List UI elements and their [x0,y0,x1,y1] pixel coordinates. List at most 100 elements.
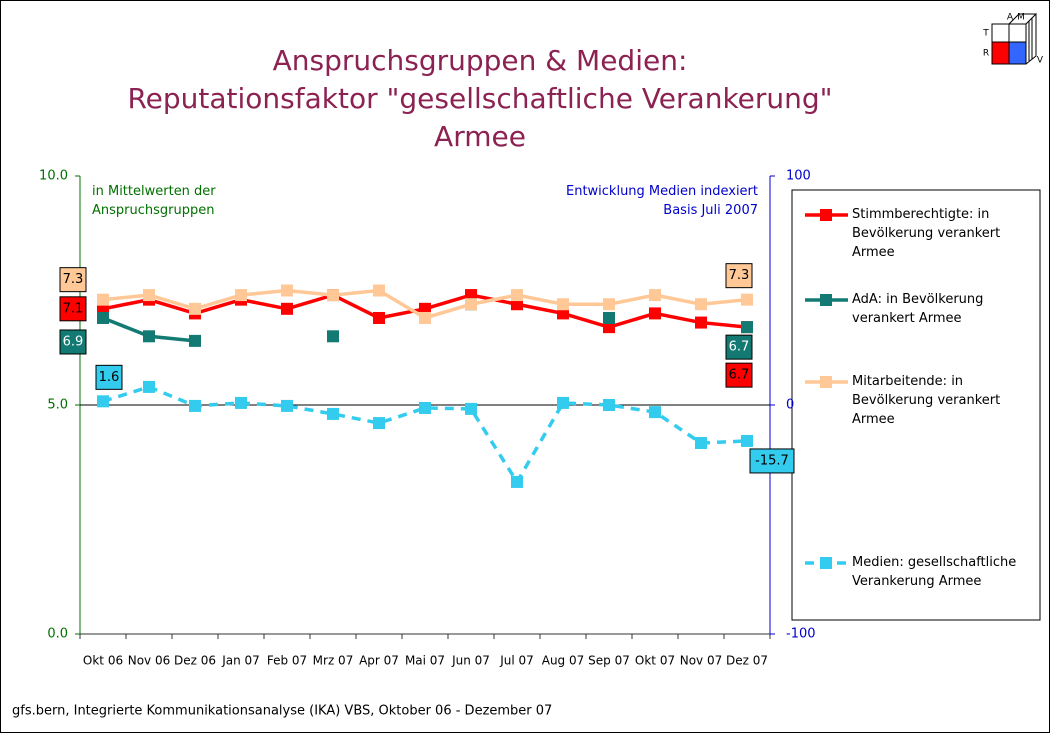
marker [327,330,339,343]
data-label: 1.6 [99,370,120,385]
marker [603,321,615,334]
data-label-box [725,334,753,360]
marker [695,437,707,450]
data-label-box [59,329,87,355]
marker [511,289,523,302]
marker [281,399,293,412]
x-tick-label: Okt 06 [83,654,123,668]
marker [695,298,707,311]
data-label-box [749,448,795,474]
marker [373,417,385,430]
logo [991,12,1037,65]
marker [511,475,523,488]
marker [97,293,109,306]
chart-title: Armee [434,120,526,153]
marker [235,396,247,409]
marker [603,298,615,311]
marker [741,321,753,334]
marker [143,380,155,393]
marker [373,311,385,324]
data-label: -15.7 [755,453,789,468]
data-label-box [95,364,123,390]
marker [327,407,339,420]
x-tick-label: Dez 07 [726,654,768,668]
logo-letter: T [982,29,989,39]
legend-label: Stimmberechtigte: in Bevölkerung veranke… [852,207,1001,260]
marker [327,289,339,302]
legend-marker [820,376,832,388]
marker [741,434,753,447]
marker [97,311,109,324]
marker [419,401,431,414]
marker [603,399,615,411]
data-label: 7.1 [63,301,84,316]
footer: gfs.bern, Integrierte Kommunikationsanal… [12,704,552,719]
marker [143,330,155,343]
legend-label: Medien: gesellschaftliche Verankerung Ar… [852,555,1017,589]
data-label-box [59,267,87,293]
marker [281,302,293,315]
marker [97,302,109,315]
x-tick-label: Jul 07 [499,654,534,668]
legend-label-box: AdA: in Bevölkerung verankert Armee [852,292,984,326]
marker [465,289,477,302]
x-tick-label: Jun 07 [451,654,490,668]
legend-label-box: Mitarbeitende: in Bevölkerung verankert … [852,374,1001,427]
data-label-box [725,263,753,289]
marker [557,307,569,320]
legend-box [791,189,1041,621]
y2-tick-label: 0 [786,398,794,413]
y-tick-label: 5.0 [47,398,68,413]
data-label-box [59,296,87,322]
y2-tick-label: -100 [786,627,816,642]
marker [741,293,753,306]
annotation-box: in Mittelwerten der Anspruchsgruppen [92,184,216,218]
marker [649,307,661,320]
data-label: 6.9 [63,334,84,349]
legend-label: AdA: in Bevölkerung verankert Armee [852,292,984,326]
series-line [102,385,748,486]
marker [235,289,247,302]
marker [465,402,477,415]
logo-letter: M [1017,13,1025,23]
marker [511,298,523,311]
marker [419,311,431,324]
x-tick-label: Okt 07 [635,654,675,668]
logo-letter: R [983,49,989,59]
x-tick-label: Dez 06 [174,654,216,668]
y-tick-label: 0.0 [47,627,68,642]
annotation: Entwicklung Medien indexiert Basis Juli … [565,184,758,218]
marker [419,302,431,315]
y2-tick-label: 100 [786,169,811,184]
data-label: 6.7 [729,368,750,383]
legend-label-box: Stimmberechtigte: in Bevölkerung veranke… [852,207,1001,260]
marker [557,396,569,409]
data-label: 7.3 [729,268,750,283]
chart-title: Reputationsfaktor "gesellschaftliche Ver… [127,82,832,115]
legend-label: Mitarbeitende: in Bevölkerung verankert … [852,374,1001,427]
marker [189,334,201,347]
marker [695,316,707,329]
x-tick-label: Mrz 07 [313,654,354,668]
legend-marker [820,209,832,221]
legend-marker [820,557,832,569]
x-tick-label: Nov 06 [128,654,171,668]
marker [649,289,661,302]
marker [603,311,615,324]
data-label-box [725,362,753,388]
x-tick-label: Sep 07 [588,654,630,668]
marker [143,289,155,302]
data-label: 7.3 [63,272,84,287]
annotation: in Mittelwerten der Anspruchsgruppen [92,184,216,218]
marker [465,298,477,311]
logo-letter: V [1037,56,1044,66]
marker [189,399,201,412]
marker [97,395,109,408]
marker [557,298,569,311]
annotation-box: Entwicklung Medien indexiert Basis Juli … [565,184,758,218]
marker [649,406,661,419]
marker [281,284,293,297]
x-tick-label: Nov 07 [680,654,723,668]
marker [189,302,201,315]
